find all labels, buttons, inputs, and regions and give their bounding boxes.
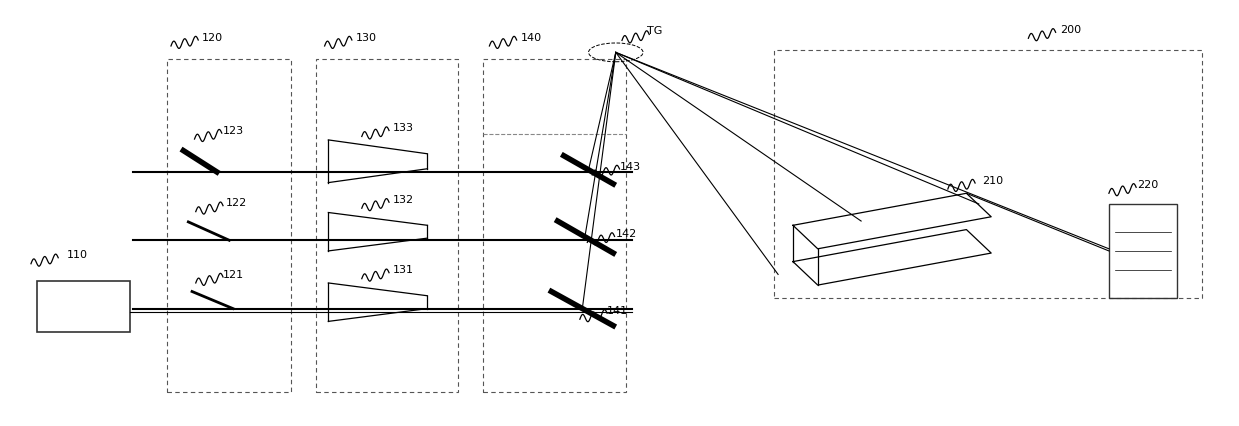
Text: 132: 132	[393, 195, 414, 204]
Text: TG: TG	[647, 26, 662, 36]
Text: 121: 121	[223, 269, 244, 279]
Text: 220: 220	[1137, 180, 1158, 190]
Text: 142: 142	[616, 229, 637, 239]
Text: 130: 130	[356, 33, 377, 43]
Text: 110: 110	[67, 250, 88, 260]
Text: 122: 122	[225, 198, 247, 208]
Text: 133: 133	[393, 123, 414, 133]
Text: 123: 123	[223, 126, 244, 135]
Text: 140: 140	[520, 33, 541, 43]
Text: 210: 210	[983, 176, 1004, 185]
Text: 141: 141	[607, 305, 628, 315]
Text: 143: 143	[620, 161, 641, 171]
Text: 131: 131	[393, 265, 414, 275]
Text: 120: 120	[202, 33, 223, 43]
Text: 200: 200	[1061, 25, 1082, 35]
